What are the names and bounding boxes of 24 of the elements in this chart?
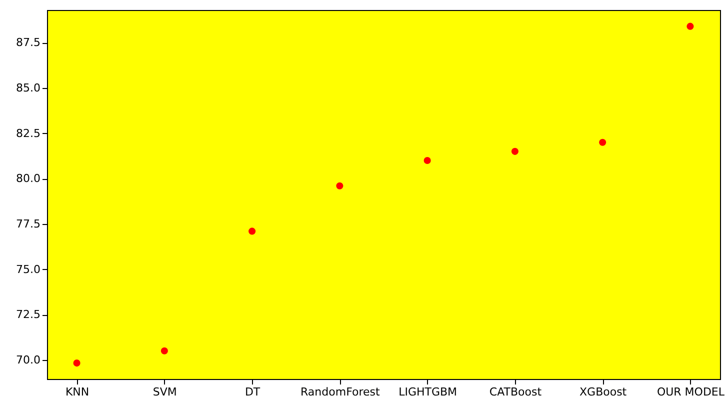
x-tick-label: XGBoost (580, 386, 628, 398)
point (686, 22, 694, 30)
point (424, 156, 431, 164)
y-tick-label: 87.5 (16, 36, 40, 50)
x-tick-label: DT (244, 386, 260, 398)
y-tick-label: 75.0 (16, 262, 40, 276)
x-tick-label: CATBoost (489, 386, 542, 398)
point (336, 182, 344, 190)
x-tick-label: SVM (152, 386, 177, 398)
point (599, 138, 606, 146)
y-tick-label: 82.5 (16, 126, 40, 140)
point (511, 148, 518, 155)
x-tick-label: RandomForest (300, 386, 381, 398)
point (248, 228, 256, 235)
y-tick-label: 72.5 (16, 308, 40, 322)
y-tick-label: 85.0 (16, 81, 40, 94)
x-tick-label: KNN (65, 386, 90, 398)
x-tick-label: LIGHTGBM (398, 386, 458, 398)
y-tick-label: 77.5 (16, 217, 40, 230)
y-tick-label: 80.0 (16, 172, 40, 186)
x-tick-label: OUR MODEL (656, 386, 726, 398)
point (73, 360, 80, 367)
point (160, 347, 168, 354)
y-tick-label: 70.0 (16, 353, 40, 366)
